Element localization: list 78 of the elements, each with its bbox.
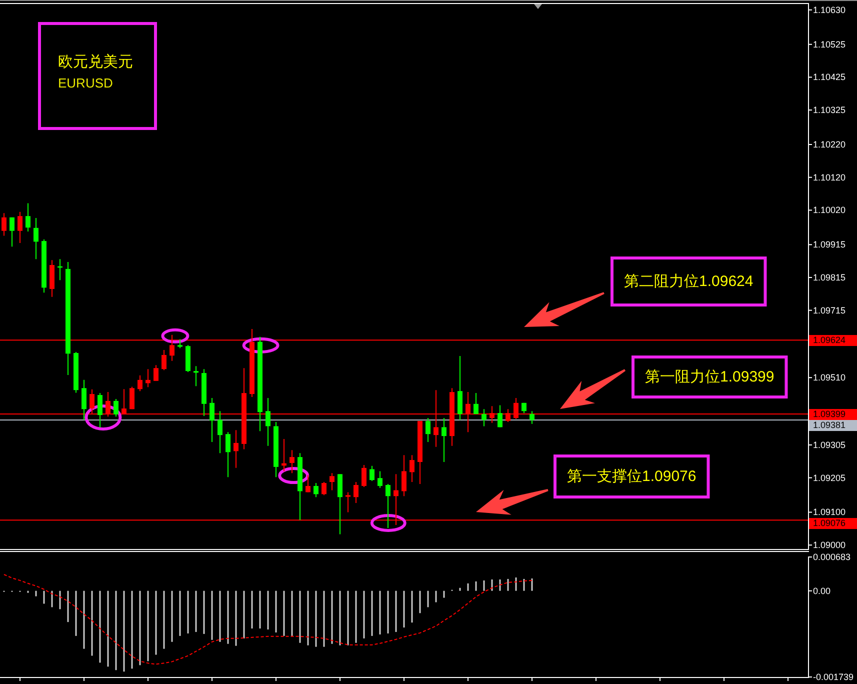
candlestick: [162, 350, 166, 371]
ytick-label: 1.09915: [813, 240, 846, 250]
candlestick: [218, 410, 222, 454]
candlestick: [474, 392, 478, 415]
candlestick: [170, 334, 174, 362]
candlestick: [130, 386, 134, 410]
candlestick: [466, 392, 470, 433]
candlestick: [434, 390, 438, 448]
ytick-label: 1.09305: [813, 440, 846, 450]
candlestick: [426, 418, 430, 442]
ytick-label: 1.10630: [813, 4, 846, 15]
candlestick: [530, 410, 534, 424]
candlestick: [362, 464, 366, 488]
ytick-label: 1.09205: [813, 472, 846, 483]
candlestick: [154, 364, 158, 382]
candlestick: [18, 211, 22, 244]
candlestick: [98, 392, 102, 428]
candlestick: [138, 374, 142, 392]
ytick-label: 1.09815: [813, 272, 846, 282]
candlestick: [346, 492, 350, 513]
ytick-label: 0.000683: [813, 552, 851, 562]
candlestick: [378, 470, 382, 488]
candlestick: [338, 474, 342, 535]
candlestick: [370, 465, 374, 482]
candlestick: [314, 482, 318, 498]
candlestick: [394, 474, 398, 526]
candlestick: [290, 450, 294, 474]
annotation: 第二阻力位1.09624: [624, 273, 754, 290]
candlestick: [146, 368, 150, 388]
ytick-label: 1.10120: [813, 172, 846, 182]
ref-label: 1.09076: [809, 518, 857, 529]
candlestick: [266, 397, 270, 446]
ytick-label: 1.09100: [813, 507, 846, 518]
candlestick: [194, 366, 198, 387]
ytick-label: 1.09000: [813, 540, 846, 550]
candlestick: [322, 482, 326, 496]
candlestick: [482, 408, 486, 427]
candlestick: [106, 392, 110, 418]
candlestick: [386, 483, 390, 528]
candlestick: [82, 379, 86, 420]
candlestick: [306, 474, 310, 493]
title: 欧元兑美元: [58, 54, 133, 70]
candlestick: [10, 216, 14, 248]
candlestick: [122, 388, 126, 415]
ytick-label: 1.09510: [813, 372, 846, 383]
ytick-label: 1.10325: [813, 105, 846, 116]
candlestick: [506, 408, 510, 422]
annotation: 第一支撑位1.09076: [567, 468, 696, 485]
ref-label: 1.09381: [809, 420, 857, 432]
ytick-label: 1.10020: [813, 205, 846, 216]
annotation: 第一阻力位1.09399: [645, 368, 774, 386]
candlestick: [34, 218, 38, 260]
ytick-label: -0.001739: [813, 672, 854, 682]
candlestick: [234, 430, 238, 468]
candlestick: [458, 355, 462, 420]
candlestick: [514, 397, 518, 420]
ytick-label: 0.00: [813, 586, 831, 596]
ytick-label: 1.10220: [813, 140, 846, 150]
candlestick: [26, 202, 30, 232]
candlestick: [90, 388, 94, 415]
ytick-label: 1.10425: [813, 72, 846, 82]
candlestick: [2, 212, 6, 236]
candlestick: [498, 404, 502, 428]
ref-label: 1.09399: [809, 408, 857, 420]
candlestick: [114, 398, 118, 418]
candlestick: [402, 454, 406, 497]
candlestick: [410, 454, 414, 483]
candlestick: [210, 397, 214, 442]
ytick-label: 1.09715: [813, 305, 846, 316]
candlestick: [330, 472, 334, 491]
candlestick: [354, 482, 358, 504]
candlestick: [50, 260, 54, 298]
ytick-label: 1.10525: [813, 39, 846, 50]
subtitle: EURUSD: [58, 76, 113, 90]
candlestick: [490, 406, 494, 424]
candlestick: [226, 432, 230, 478]
ref-label: 1.09624: [809, 334, 857, 346]
candlestick: [442, 418, 446, 462]
